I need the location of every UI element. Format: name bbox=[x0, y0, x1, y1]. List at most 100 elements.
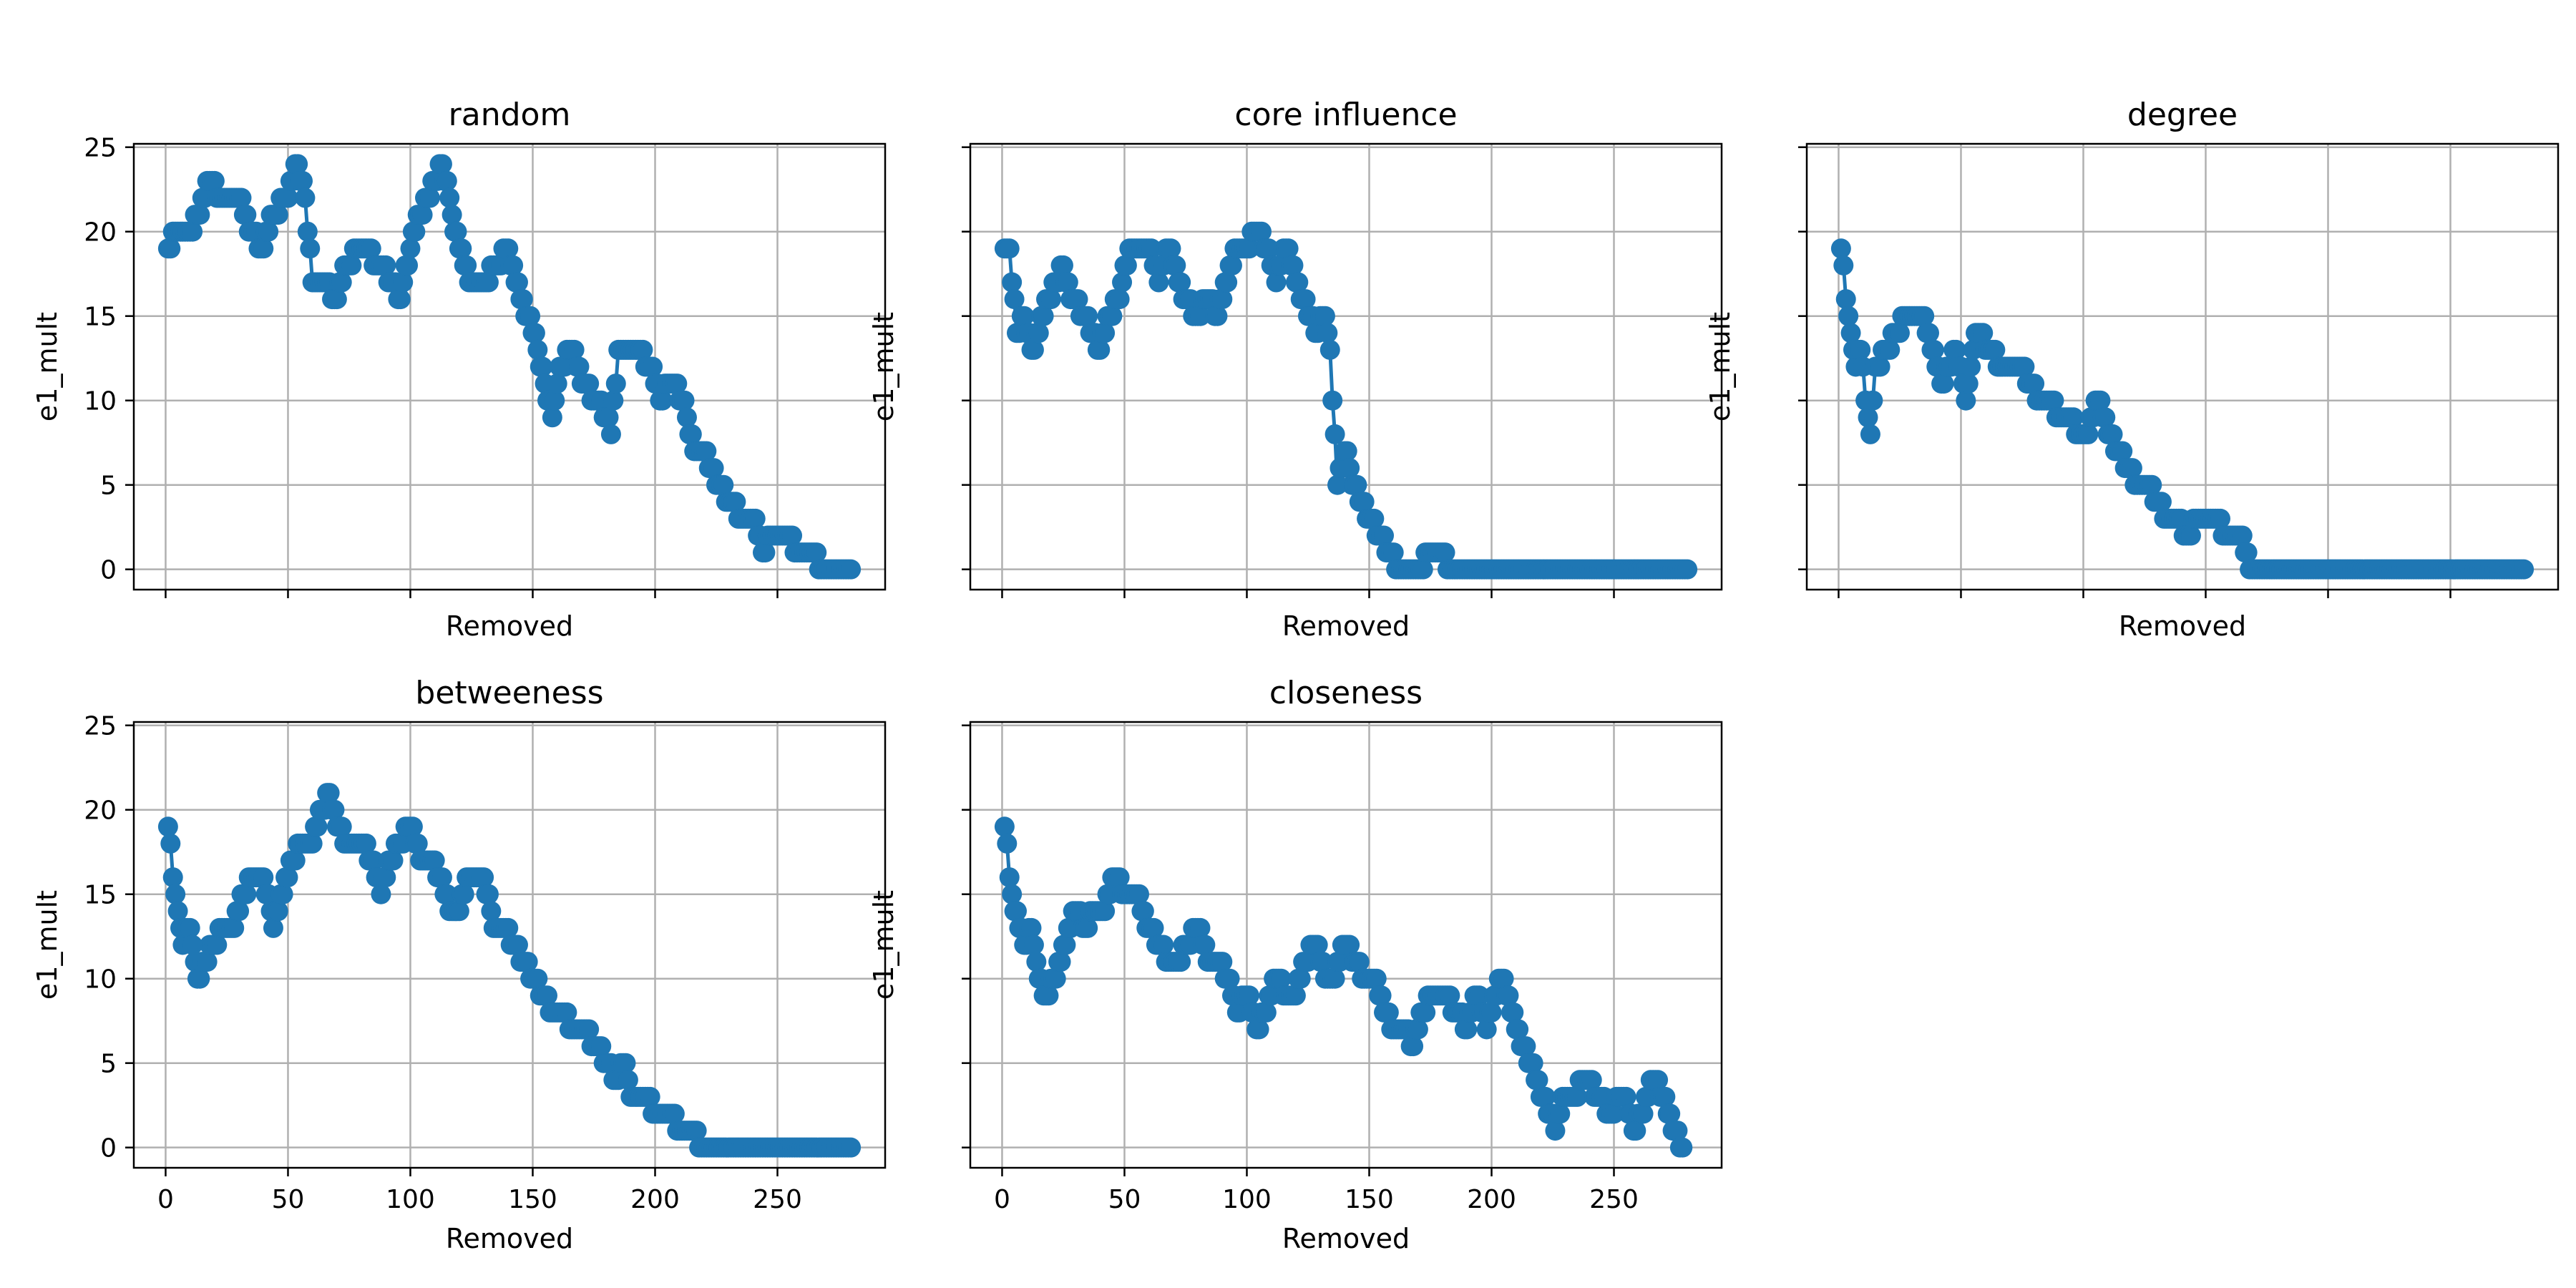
data-point bbox=[1195, 935, 1216, 955]
data-point bbox=[703, 458, 724, 479]
y-tick-label: 20 bbox=[84, 796, 117, 826]
x-tick-label: 150 bbox=[1345, 1185, 1394, 1214]
data-point bbox=[1239, 985, 1259, 1006]
subplot-title: random bbox=[449, 97, 571, 133]
subplot-title: degree bbox=[2127, 97, 2238, 133]
data-point bbox=[278, 867, 298, 888]
data-point bbox=[447, 221, 467, 242]
data-point bbox=[542, 407, 562, 428]
data-point bbox=[603, 390, 624, 411]
data-point bbox=[295, 187, 316, 208]
data-point bbox=[1095, 323, 1116, 343]
data-point bbox=[405, 221, 426, 242]
data-point bbox=[1340, 458, 1360, 479]
y-axis-label: e1_mult bbox=[1704, 312, 1736, 421]
data-point bbox=[512, 289, 533, 310]
data-point bbox=[2102, 424, 2123, 444]
x-tick-label: 250 bbox=[1589, 1185, 1639, 1214]
y-tick-label: 0 bbox=[100, 1134, 117, 1163]
data-point bbox=[676, 407, 697, 428]
data-point bbox=[1078, 306, 1098, 326]
data-point bbox=[1128, 884, 1149, 904]
data-point bbox=[407, 833, 428, 854]
subplot-title: betweeness bbox=[415, 675, 603, 711]
data-point bbox=[2232, 525, 2253, 546]
data-point bbox=[1221, 255, 1242, 275]
data-point bbox=[1481, 1002, 1502, 1023]
data-point bbox=[1317, 323, 1338, 343]
data-point bbox=[1378, 1002, 1399, 1023]
data-point bbox=[326, 289, 347, 310]
data-point bbox=[341, 255, 362, 275]
data-point bbox=[1371, 985, 1392, 1006]
y-tick-label: 25 bbox=[84, 134, 117, 163]
data-point bbox=[1973, 323, 1994, 343]
data-point bbox=[1616, 1086, 1636, 1107]
data-point bbox=[478, 272, 499, 293]
data-point bbox=[2180, 525, 2201, 546]
data-point bbox=[1340, 935, 1360, 955]
data-point bbox=[1112, 272, 1133, 293]
data-point bbox=[180, 917, 200, 938]
data-point bbox=[162, 867, 183, 888]
data-point bbox=[1033, 306, 1054, 326]
data-point bbox=[1535, 1086, 1556, 1107]
data-point bbox=[1838, 306, 1859, 326]
data-point bbox=[605, 374, 626, 394]
y-axis-label: e1_mult bbox=[868, 890, 899, 1000]
data-point bbox=[1190, 306, 1211, 326]
data-point bbox=[2095, 407, 2116, 428]
data-point bbox=[1956, 390, 1976, 411]
data-point bbox=[1002, 272, 1023, 293]
data-point bbox=[686, 1121, 707, 1141]
data-point bbox=[1923, 339, 1944, 360]
data-point bbox=[474, 867, 494, 888]
data-point bbox=[579, 1019, 600, 1040]
data-point bbox=[681, 424, 702, 444]
data-point bbox=[1354, 492, 1375, 512]
data-point bbox=[452, 238, 472, 259]
data-point bbox=[1256, 1002, 1277, 1023]
data-point bbox=[1660, 1103, 1681, 1124]
data-point bbox=[1545, 1121, 1566, 1141]
data-point bbox=[1830, 238, 1851, 259]
data-point bbox=[1006, 901, 1027, 922]
subplot-closeness: 0 50 100 150 200 250 closeness Removed e1_mult bbox=[868, 675, 1723, 1254]
data-point bbox=[1312, 952, 1333, 972]
data-point bbox=[2090, 390, 2111, 411]
data-point bbox=[2142, 474, 2162, 495]
data-point bbox=[1961, 356, 1981, 377]
data-point bbox=[1053, 255, 1073, 275]
subplot-degree: degree Removed e1_mult bbox=[1704, 97, 2560, 642]
data-point bbox=[1040, 289, 1061, 310]
data-point bbox=[1919, 323, 1940, 343]
y-tick-label: 25 bbox=[84, 712, 117, 741]
data-point bbox=[229, 901, 250, 922]
data-point bbox=[436, 884, 457, 904]
data-point bbox=[297, 221, 318, 242]
data-point bbox=[268, 901, 288, 922]
data-point bbox=[398, 255, 419, 275]
data-point bbox=[517, 952, 538, 972]
data-point bbox=[1045, 968, 1066, 989]
x-axis-label: Removed bbox=[2119, 610, 2246, 642]
data-point bbox=[643, 356, 663, 377]
x-tick-label: 100 bbox=[386, 1185, 435, 1214]
data-point bbox=[1933, 374, 1954, 394]
data-point bbox=[1055, 935, 1076, 955]
data-point bbox=[1307, 935, 1328, 955]
data-point bbox=[1435, 542, 1455, 563]
data-point bbox=[1835, 289, 1856, 310]
data-point bbox=[557, 1002, 577, 1023]
data-point bbox=[224, 917, 245, 938]
data-point bbox=[1880, 339, 1901, 360]
data-point bbox=[436, 170, 457, 191]
data-point bbox=[999, 238, 1020, 259]
data-point bbox=[1870, 356, 1890, 377]
data-point bbox=[231, 187, 252, 208]
data-point bbox=[1440, 985, 1460, 1006]
data-point bbox=[1415, 1002, 1436, 1023]
data-point bbox=[591, 1036, 612, 1057]
data-point bbox=[1498, 985, 1519, 1006]
